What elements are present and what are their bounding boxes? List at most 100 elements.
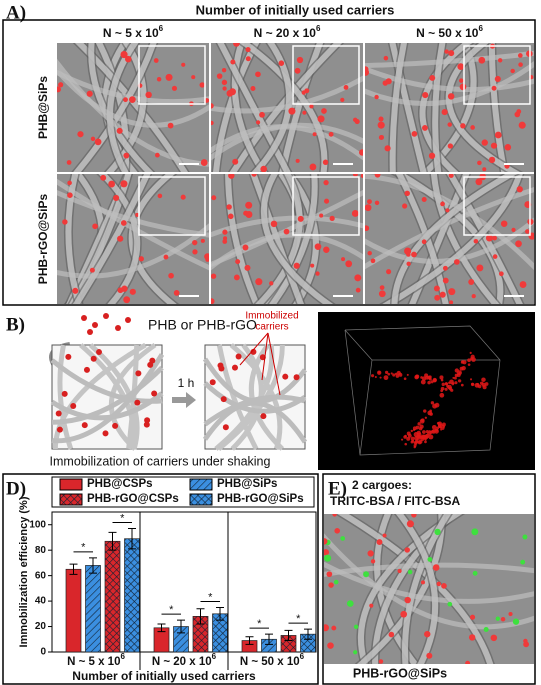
render-signal [481, 377, 486, 382]
carrier [134, 399, 141, 406]
particle [255, 71, 261, 78]
fiber [365, 217, 534, 264]
particle [459, 83, 467, 91]
particle [365, 204, 372, 212]
x-tick-label-base: N ~ 50 x 10 [240, 656, 300, 668]
particle [448, 174, 454, 179]
render-signal [471, 357, 476, 362]
column-label-base: N ~ 50 x 10 [416, 26, 479, 40]
particle [283, 228, 290, 235]
particle [341, 257, 346, 262]
particle [135, 212, 140, 217]
particle [323, 246, 330, 253]
render-signal [474, 382, 480, 388]
particle [525, 229, 530, 234]
particle [504, 143, 512, 151]
x-tick-label: N ~ 50 x 106 [240, 652, 305, 668]
particle [216, 73, 223, 79]
particle [458, 78, 464, 83]
render-signal [424, 416, 427, 419]
render-signal [422, 430, 426, 434]
render-signal [421, 376, 427, 381]
particle [155, 152, 160, 158]
y-tick-label: 20 [35, 621, 47, 632]
column-label-sup: 6 [478, 24, 483, 33]
particle [123, 152, 130, 159]
significance-label: * [257, 618, 262, 630]
bar [124, 538, 140, 653]
significance-label: * [208, 591, 213, 603]
carrier [115, 325, 121, 331]
render-signal [469, 378, 473, 381]
error-bar [284, 629, 293, 642]
particle [492, 235, 497, 241]
particle [229, 88, 236, 96]
render-signal [416, 430, 421, 436]
particle [365, 68, 370, 76]
particle [226, 204, 232, 210]
particle [331, 625, 337, 631]
particle [411, 251, 417, 258]
particle [120, 180, 128, 188]
particle [382, 533, 387, 538]
particle [171, 85, 178, 91]
particle [512, 618, 520, 625]
particle [447, 143, 454, 149]
header-line: 2 cargoes: [352, 478, 412, 492]
particle [411, 514, 417, 518]
particle [497, 58, 503, 63]
scaffold-fiber [216, 344, 259, 451]
render-signal [430, 380, 434, 384]
column-label-sup: 6 [159, 24, 164, 33]
particle [448, 50, 455, 57]
particle [447, 601, 453, 607]
render-signal [429, 430, 433, 434]
particle [57, 86, 62, 93]
particle [269, 281, 274, 286]
particle [468, 279, 475, 285]
render-signal [427, 375, 431, 380]
render-signal [434, 428, 439, 432]
render-signal [414, 374, 419, 380]
particle [353, 650, 358, 655]
carrier [96, 349, 103, 356]
particle [319, 213, 324, 218]
particle [120, 50, 128, 59]
particle [481, 139, 488, 146]
particle [223, 236, 228, 241]
render-signal [404, 442, 408, 446]
particle [367, 199, 372, 205]
error-bar [245, 636, 254, 645]
particle [125, 55, 132, 63]
particle [378, 290, 386, 298]
render-signal [395, 374, 400, 378]
carrier [144, 417, 151, 424]
scaffold-fiber [51, 365, 164, 425]
particle [245, 201, 253, 209]
panel-letter: A) [6, 2, 26, 23]
particle [434, 528, 441, 536]
particle [442, 265, 448, 271]
particle [360, 174, 363, 178]
scaffold-fiber [50, 391, 164, 421]
particle [515, 240, 522, 248]
caption: Immobilization of carriers under shaking [50, 454, 271, 468]
panel-letter: E) [328, 478, 347, 499]
render-signal [431, 424, 437, 430]
particle [420, 580, 425, 585]
particle [449, 300, 454, 304]
particle [343, 85, 349, 90]
render-signal [392, 373, 396, 377]
particle [191, 75, 196, 80]
particle [333, 579, 339, 585]
particle [309, 163, 317, 171]
carrier [222, 424, 229, 431]
particle [374, 200, 380, 206]
particle [404, 547, 410, 553]
particle [200, 238, 205, 243]
legend-label: PHB@SiPs [217, 478, 277, 490]
particle [369, 603, 374, 608]
render-signal [432, 403, 438, 409]
render-box [344, 325, 501, 456]
